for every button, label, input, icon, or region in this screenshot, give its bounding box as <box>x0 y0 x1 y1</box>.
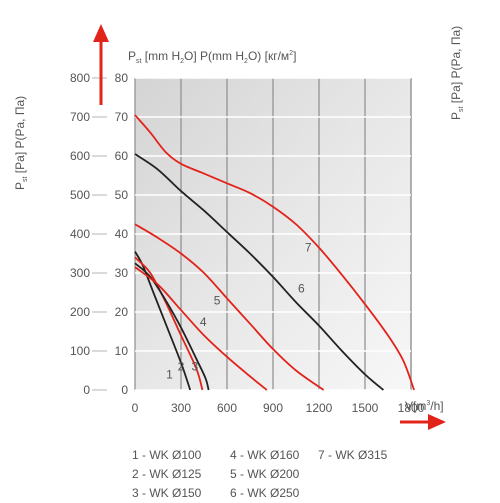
y-tick-label-mm: 0 <box>121 383 128 397</box>
curve-label-5: 5 <box>214 293 221 307</box>
curve-label-2: 2 <box>178 360 185 374</box>
y-axis-right-label-sub: st <box>458 106 465 112</box>
y-tick-label-pa: 600 <box>70 149 90 163</box>
x-tick-label: 1200 <box>306 401 333 415</box>
legend-item: 5 - WK Ø200 <box>230 467 300 481</box>
curve-labels: 12 3 45 6 7 <box>166 241 312 382</box>
y-tick-label-pa: 700 <box>70 110 90 124</box>
x-tick-label: 300 <box>171 401 191 415</box>
y-tick-label-mm: 10 <box>115 344 129 358</box>
y-tick-label-mm: 50 <box>115 188 129 202</box>
y-tick-label-mm: 20 <box>115 305 129 319</box>
x-axis-arrowhead-icon <box>428 414 446 430</box>
legend-item: 6 - WK Ø250 <box>230 486 300 500</box>
y-axis-left-label: Pst [Pa] P(Pa, Па) <box>13 96 29 190</box>
y-tick-label-mm: 80 <box>115 71 129 85</box>
y-tick-label-mm: 60 <box>115 149 129 163</box>
curve-label-3: 3 <box>191 360 198 374</box>
y-tick-label-mm: 40 <box>115 227 129 241</box>
x-tick-label: 900 <box>263 401 283 415</box>
y-axis-right-label: Pst [Pa] P(Pa, Па) <box>449 26 465 120</box>
y-axis-left-label-main: P <box>13 182 27 190</box>
legend-item: 1 - WK Ø100 <box>132 448 202 462</box>
legend-item: 7 - WK Ø315 <box>318 448 388 462</box>
y-axis-left-label-rest: [Pa] P(Pa, Па) <box>13 96 27 177</box>
x-axis-label: V[m3/h] <box>405 399 444 413</box>
y-tick-label-pa: 400 <box>70 227 90 241</box>
legend-col-2: 4 - WK Ø160 5 - WK Ø200 6 - WK Ø250 <box>230 446 299 503</box>
y-tick-label-mm: 30 <box>115 266 129 280</box>
y-tick-label-pa: 300 <box>70 266 90 280</box>
grid-lines <box>92 77 412 391</box>
y-tick-label-mm: 70 <box>115 110 129 124</box>
series-line-6 <box>134 153 384 391</box>
curve-label-1: 1 <box>166 367 173 381</box>
y-axis-left-label-sub: st <box>22 176 29 182</box>
x-tick-label: 0 <box>132 401 139 415</box>
series-line-5 <box>134 223 325 391</box>
series-line-3 <box>134 262 210 391</box>
y-tick-label-pa: 0 <box>83 383 90 397</box>
series-line-7 <box>134 114 415 391</box>
y-tick-label-pa: 100 <box>70 344 90 358</box>
y-axis-arrowhead-icon <box>93 24 109 42</box>
series-line-2 <box>134 256 204 391</box>
y-tick-label-pa: 200 <box>70 305 90 319</box>
x-tick-label: 600 <box>217 401 237 415</box>
top-axis-label: Pst [mm H2O] P(mm H2O) [кг/м2] <box>128 49 296 65</box>
legend-item: 2 - WK Ø125 <box>132 467 202 481</box>
y-axis-right-label-rest: [Pa] P(Pa, Па) <box>449 26 463 107</box>
legend-item: 4 - WK Ø160 <box>230 448 300 462</box>
curve-label-4: 4 <box>200 315 207 329</box>
legend-col-1: 1 - WK Ø100 2 - WK Ø125 3 - WK Ø150 <box>132 446 201 503</box>
legend-item: 3 - WK Ø150 <box>132 486 202 500</box>
x-tick-label: 1500 <box>352 401 379 415</box>
y-tick-label-pa: 800 <box>70 71 90 85</box>
series-lines <box>134 114 415 391</box>
series-line-4 <box>134 266 268 391</box>
legend-col-3: 7 - WK Ø315 <box>318 446 387 465</box>
curve-label-6: 6 <box>298 282 305 296</box>
y-axis-right-label-main: P <box>449 112 463 120</box>
y-tick-label-pa: 500 <box>70 188 90 202</box>
curve-label-7: 7 <box>305 241 312 255</box>
x-tick-label: 1800 <box>398 401 425 415</box>
